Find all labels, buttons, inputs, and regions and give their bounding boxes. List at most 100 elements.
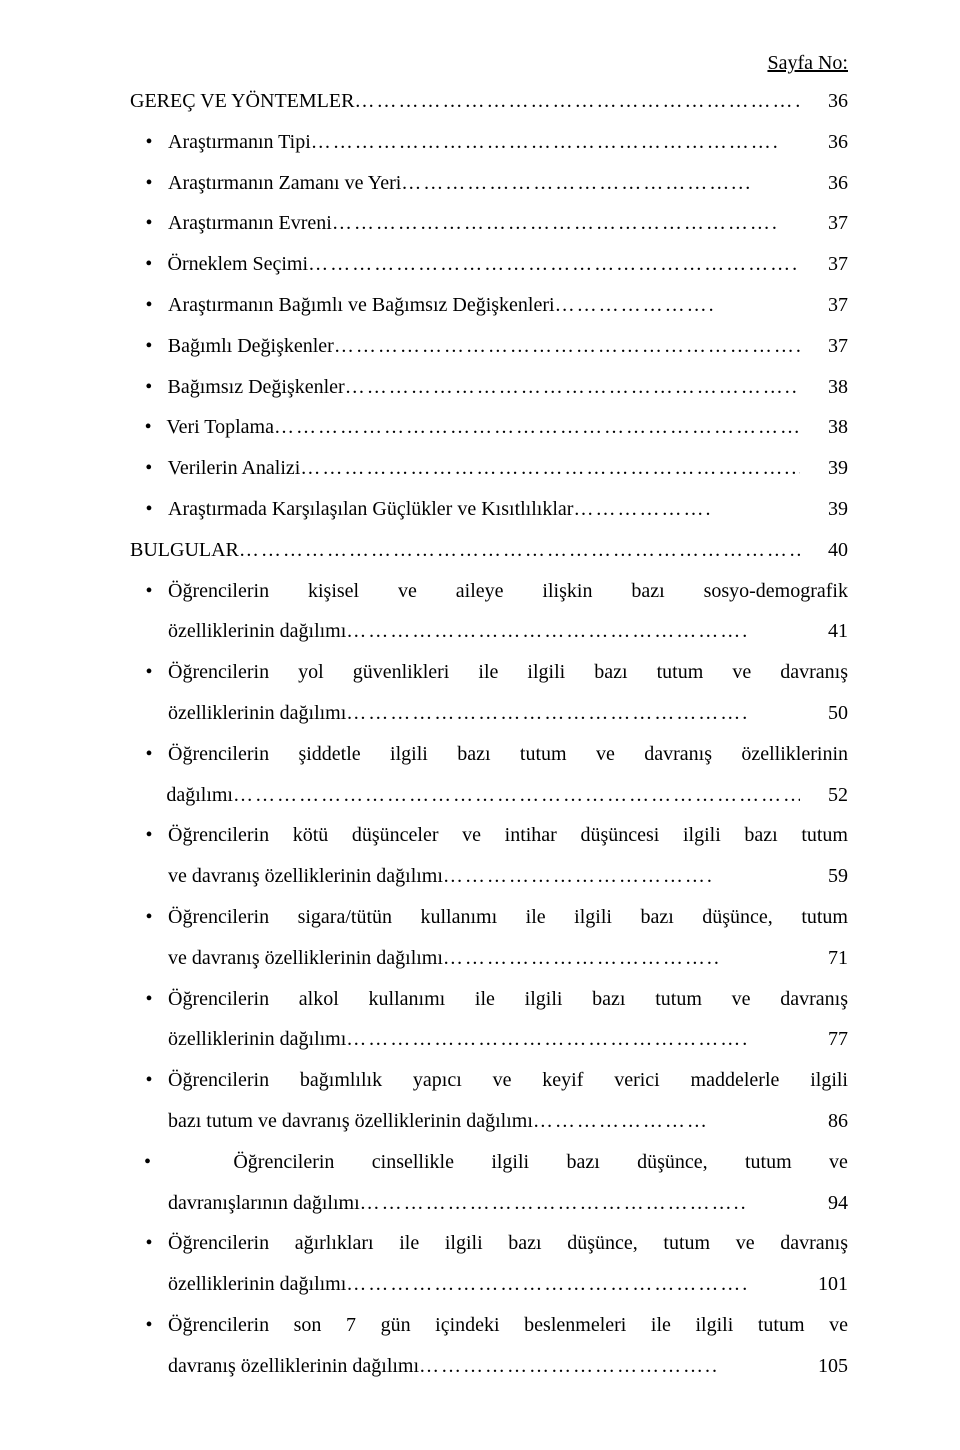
toc-page: 41 <box>800 611 848 652</box>
toc-page: 50 <box>800 693 848 734</box>
bullet-icon: • <box>130 122 168 163</box>
bullet-icon: • <box>130 1223 168 1264</box>
toc-leader: ………………………………………………. <box>346 611 800 652</box>
spacer <box>130 1346 168 1387</box>
bullet-icon: • <box>130 652 168 693</box>
bullet-icon: • <box>130 448 168 489</box>
bullet-icon: • <box>130 285 168 326</box>
page-header-row: Sayfa No: <box>130 52 848 75</box>
spacer <box>130 1019 168 1060</box>
toc-leader: …………………………………………………………... <box>300 448 800 489</box>
toc-label: Araştırmanın Tipi <box>168 122 311 163</box>
spacer <box>130 938 168 979</box>
toc-label-line2: özelliklerinin dağılımı <box>168 693 346 734</box>
toc-leader: ………………………………………………. <box>346 693 800 734</box>
toc-entry: • Öğrencilerin son 7 gün içindeki beslen… <box>130 1305 848 1387</box>
bullet-icon: • <box>130 367 168 408</box>
toc-label-line1: Öğrencilerin son 7 gün içindeki beslenme… <box>168 1305 848 1346</box>
toc-label-line2: özelliklerinin dağılımı <box>168 1019 346 1060</box>
toc-entry: • Öğrencilerin alkol kullanımı ile ilgil… <box>130 979 848 1061</box>
toc-entry: • Öğrencilerin yol güvenlikleri ile ilgi… <box>130 652 848 734</box>
toc-label: Araştırmanın Bağımlı ve Bağımsız Değişke… <box>168 285 555 326</box>
toc-entry: • Araştırmanın Evreni ………………………………………………… <box>130 203 848 244</box>
page-header-label: Sayfa No: <box>767 52 848 75</box>
bullet-icon: • <box>130 1142 196 1183</box>
toc-entry: • Bağımlı Değişkenler ………………………………………………… <box>130 326 848 367</box>
toc-entry: • Öğrencilerin sigara/tütün kullanımı il… <box>130 897 848 979</box>
toc-word: düşünce, <box>637 1142 708 1183</box>
toc-page: 37 <box>800 244 848 285</box>
bullet-icon: • <box>130 897 168 938</box>
toc-entry: • Öğrencilerin cinsellikle ilgili bazı d… <box>130 1142 848 1224</box>
toc-leader: ……………………………….. <box>443 938 800 979</box>
toc-page: 37 <box>800 203 848 244</box>
toc-label-line2: davranışlarının dağılımı <box>168 1183 360 1224</box>
toc-entry: • Verilerin Analizi ……………………………………………………… <box>130 448 848 489</box>
toc-leader: ……………………………………………………. <box>332 203 800 244</box>
bullet-icon: • <box>130 979 168 1020</box>
toc-label: BULGULAR <box>130 530 239 571</box>
document-page: Sayfa No: GEREÇ VE YÖNTEMLER ……………………………… <box>0 0 960 1427</box>
toc-leader: ……………………………………………………... <box>345 367 800 408</box>
toc-entry: • Öğrencilerin kişisel ve aileye ilişkin… <box>130 571 848 653</box>
toc-label-line2: özelliklerinin dağılımı <box>168 1264 346 1305</box>
toc-page: 52 <box>800 775 848 816</box>
spacer <box>130 1183 168 1224</box>
toc-label-line1: Öğrencilerin kötü düşünceler ve intihar … <box>168 815 848 856</box>
toc-label-line1: Öğrencilerin yol güvenlikleri ile ilgili… <box>168 652 848 693</box>
toc-page: 39 <box>800 489 848 530</box>
toc-page: 59 <box>800 856 848 897</box>
spacer <box>130 775 166 816</box>
toc-label: Veri Toplama <box>166 407 274 448</box>
toc-entry: • Bağımsız Değişkenler ……………………………………………… <box>130 367 848 408</box>
bullet-icon: • <box>130 203 168 244</box>
toc-label: Araştırmada Karşılaşılan Güçlükler ve Kı… <box>168 489 573 530</box>
toc-page: 86 <box>800 1101 848 1142</box>
toc-word: Öğrencilerin <box>233 1142 334 1183</box>
toc-entry: • Araştırmanın Tipi ……………………………………………………… <box>130 122 848 163</box>
toc-page: 38 <box>800 407 848 448</box>
toc-entry: • Araştırmanın Bağımlı ve Bağımsız Değiş… <box>130 285 848 326</box>
toc-leader: ………………………………………………………………… <box>274 407 800 448</box>
toc-entry: • Öğrencilerin bağımlılık yapıcı ve keyi… <box>130 1060 848 1142</box>
toc-leader: ………………………………………………. <box>346 1264 800 1305</box>
toc-entry: BULGULAR ………………………………………………………………………….. … <box>130 530 848 571</box>
toc-page: 37 <box>800 285 848 326</box>
toc-leader: ………………………………….. <box>419 1346 800 1387</box>
toc-label: GEREÇ VE YÖNTEMLER <box>130 81 354 122</box>
toc-page: 36 <box>800 122 848 163</box>
toc-label: Bağımsız Değişkenler <box>168 367 345 408</box>
bullet-icon: • <box>130 1060 168 1101</box>
toc-leader: ………………………………………... <box>401 163 800 204</box>
toc-label: Araştırmanın Zamanı ve Yeri <box>168 163 401 204</box>
bullet-icon: • <box>130 407 166 448</box>
bullet-icon: • <box>130 163 168 204</box>
spacer <box>130 611 168 652</box>
toc-leader: …………………………………………….. <box>360 1183 800 1224</box>
toc-label-line2: ve davranış özelliklerinin dağılımı <box>168 938 443 979</box>
toc-label-line2: dağılımı <box>166 775 233 816</box>
toc-label-line1: Öğrencilerin alkol kullanımı ile ilgili … <box>168 979 848 1020</box>
toc-label-line1: Öğrencilerin sigara/tütün kullanımı ile … <box>168 897 848 938</box>
spacer <box>130 693 168 734</box>
toc-leader: ………………………………………………………….. <box>308 244 800 285</box>
toc-word: cinsellikle <box>372 1142 454 1183</box>
bullet-icon: • <box>130 815 168 856</box>
toc-word: bazı <box>566 1142 599 1183</box>
toc-label: Örneklem Seçimi <box>168 244 309 285</box>
toc-word: ilgili <box>491 1142 529 1183</box>
toc-word: ve <box>829 1142 848 1183</box>
toc-entry: • Araştırmanın Zamanı ve Yeri …………………………… <box>130 163 848 204</box>
toc-label: Verilerin Analizi <box>168 448 301 489</box>
toc-entry: • Öğrencilerin şiddetle ilgili bazı tutu… <box>130 734 848 816</box>
toc-leader: ………………………………………………………. <box>334 326 800 367</box>
toc-entry: • Veri Toplama …………………………………………………………………… <box>130 407 848 448</box>
toc-page: 36 <box>800 163 848 204</box>
toc-page: 101 <box>800 1264 848 1305</box>
toc-leader: …………………… <box>533 1101 800 1142</box>
toc-label-line1: Öğrencilerin kişisel ve aileye ilişkin b… <box>168 571 848 612</box>
bullet-icon: • <box>130 326 168 367</box>
toc-page: 39 <box>800 448 848 489</box>
toc-leader: ………………………………………………………………………….. <box>239 530 800 571</box>
toc-entry: GEREÇ VE YÖNTEMLER ………………………………………………………… <box>130 81 848 122</box>
